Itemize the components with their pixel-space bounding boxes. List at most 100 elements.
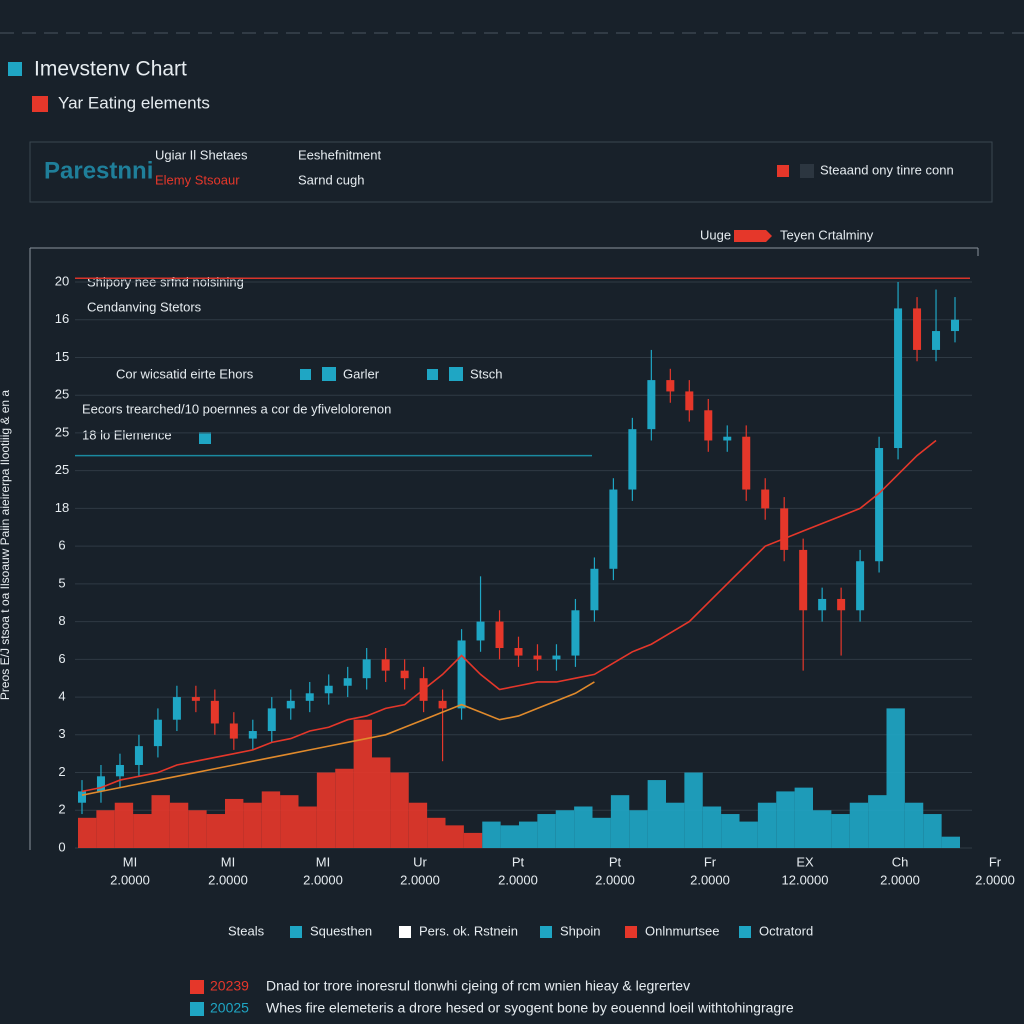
info-text: Steaand ony tinre conn (820, 162, 954, 177)
volume-bar (868, 795, 887, 848)
volume-bar (519, 821, 538, 848)
candle-body (894, 308, 903, 449)
info-text: Ugiar Il Shetaes (155, 147, 248, 162)
volume-bar (151, 795, 170, 848)
annotation-icon (322, 367, 336, 381)
annotation-icon (300, 369, 311, 380)
volume-bar (445, 825, 464, 848)
x-tick-label: 2.0000 (303, 872, 343, 887)
x-tick-label: Ch (892, 854, 909, 869)
x-tick-label: 2.0000 (400, 872, 440, 887)
volume-bar (537, 814, 556, 848)
volume-bar (629, 810, 648, 848)
candle-body (818, 598, 827, 611)
volume-bar (353, 719, 372, 848)
volume-bar (261, 791, 281, 848)
candle-body (685, 391, 694, 411)
volume-bar (188, 810, 207, 848)
info-text: Elemy Stsoaur (155, 172, 240, 187)
legend-label: Steals (228, 923, 265, 938)
volume-bar (114, 802, 134, 848)
volume-bar (721, 814, 740, 848)
volume-bar (941, 836, 960, 848)
y-tick-label: 8 (58, 613, 65, 628)
candle-body (96, 776, 105, 792)
annotation: 18 lo Elemence (82, 427, 172, 442)
volume-bar (96, 810, 115, 848)
legend-swatch (625, 926, 637, 938)
volume-bar (904, 802, 924, 848)
volume-bar (463, 832, 483, 848)
volume-bar (133, 814, 152, 848)
y-tick-label: 25 (55, 462, 69, 477)
x-tick-label: 12.0000 (782, 872, 829, 887)
annotation-icon (427, 369, 438, 380)
info-text: Sarnd cugh (298, 172, 365, 187)
volume-bar (243, 802, 262, 848)
candle-body (248, 731, 257, 739)
legend-label: Onlnmurtsee (645, 923, 719, 938)
volume-bar (225, 798, 244, 848)
volume-bar (574, 806, 593, 848)
y-tick-label: 3 (58, 726, 65, 741)
legend-swatch (399, 926, 411, 938)
annotation: Stsch (470, 366, 503, 381)
info-box (29, 141, 993, 203)
candle-body (723, 436, 732, 441)
volume-bar (647, 780, 666, 848)
footer-text: Dnad tor trore inoresrul tlonwhi cjeing … (266, 978, 690, 994)
footer-code: 20239 (210, 978, 249, 994)
candle-body (571, 610, 580, 656)
candle-body (172, 697, 181, 720)
volume-bar (169, 802, 189, 848)
x-tick-label: Ur (413, 854, 427, 869)
volume-bar (886, 708, 905, 848)
volume-bar (280, 795, 299, 848)
candle-body (856, 561, 865, 611)
legend-swatch (290, 926, 302, 938)
candle-body (533, 655, 542, 660)
legend-swatch (739, 926, 751, 938)
footer-swatch (190, 1002, 204, 1016)
candle-body (704, 410, 713, 441)
x-tick-label: 2.0000 (690, 872, 730, 887)
y-tick-label: 5 (58, 575, 65, 590)
x-tick-label: 2.0000 (208, 872, 248, 887)
candle-body (438, 700, 447, 709)
x-tick-label: 2.0000 (595, 872, 635, 887)
subtitle-icon (32, 96, 48, 112)
candle-body (343, 678, 352, 686)
annotation-icon (199, 432, 211, 444)
candle-body (932, 331, 941, 350)
candle-body (514, 648, 523, 656)
volume-bar (592, 817, 611, 848)
candle-body (324, 685, 333, 694)
x-tick-label: Fr (989, 854, 1002, 869)
candle-body (400, 670, 409, 679)
y-tick-label: 25 (55, 387, 69, 402)
footer-swatch (190, 980, 204, 994)
volume-bar (684, 772, 703, 848)
top-legend-text: Teyen Crtalminy (780, 227, 874, 242)
volume-bar (372, 757, 391, 848)
candle-body (210, 700, 219, 724)
volume-bar (298, 806, 317, 848)
annotation-icon (449, 367, 463, 381)
candle-body (609, 489, 618, 569)
candle-body (799, 549, 808, 611)
info-icon (777, 165, 789, 177)
candle-body (913, 308, 922, 350)
candle-body (134, 746, 143, 765)
y-tick-label: 15 (55, 349, 69, 364)
candle-body (780, 508, 789, 550)
candle-body (628, 429, 637, 490)
candle-body (286, 700, 295, 709)
candle-body (381, 659, 390, 671)
candle-body (305, 693, 314, 701)
candle-body (590, 568, 599, 611)
logo: Parestnni (44, 157, 153, 184)
footer-code: 20025 (210, 1000, 249, 1016)
subtitle: Yar Eating elements (58, 93, 210, 112)
